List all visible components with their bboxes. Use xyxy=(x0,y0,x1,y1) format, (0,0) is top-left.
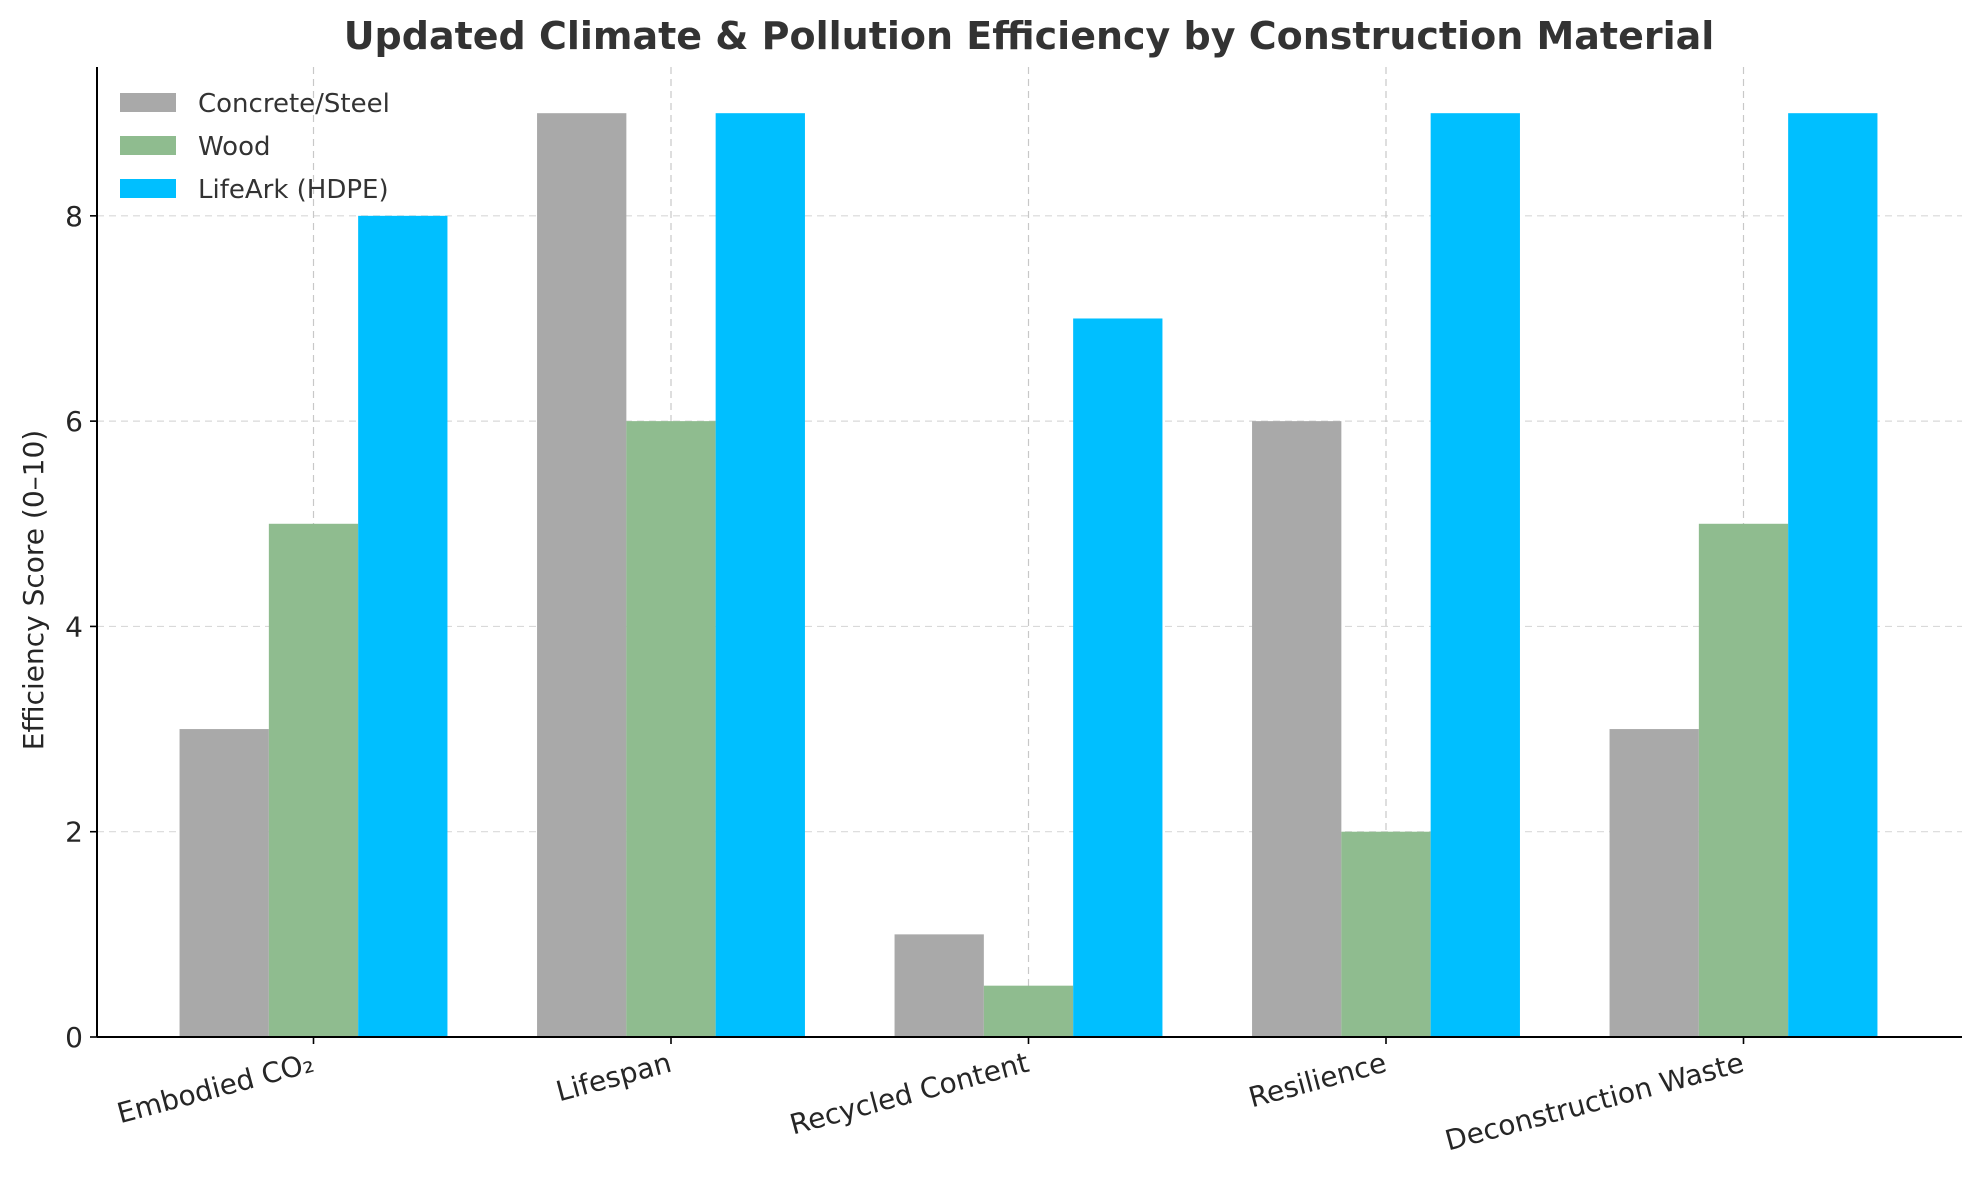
y-tick-label: 4 xyxy=(65,610,83,643)
legend-label: Concrete/Steel xyxy=(198,89,390,119)
legend-label: Wood xyxy=(198,132,271,162)
legend: Concrete/Steel Wood LifeArk (HDPE) xyxy=(120,89,390,205)
legend-swatch xyxy=(120,93,176,112)
bar xyxy=(179,729,269,1037)
legend-label: LifeArk (HDPE) xyxy=(198,175,389,205)
bar xyxy=(1252,421,1342,1038)
bar xyxy=(537,113,627,1037)
bar-series-group xyxy=(179,113,1878,1038)
bar xyxy=(1073,318,1163,1038)
axes xyxy=(96,67,1962,1038)
y-axis-ticks: 0 2 4 6 8 xyxy=(65,200,97,1054)
x-tick-label: Embodied CO₂ xyxy=(114,1046,318,1130)
bar xyxy=(1609,729,1699,1037)
bar xyxy=(1788,113,1878,1037)
y-tick-label: 8 xyxy=(65,200,83,233)
bar xyxy=(358,215,448,1037)
bar xyxy=(894,934,984,1037)
x-axis-ticks: Embodied CO₂ Lifespan Recycled Content Resi… xyxy=(114,1037,1748,1158)
y-axis-label: Efficiency Score (0–10) xyxy=(17,430,50,750)
bar xyxy=(1698,523,1789,1037)
x-tick-label: Recycled Content xyxy=(786,1046,1032,1142)
y-tick-label: 0 xyxy=(65,1021,83,1054)
x-tick-label: Lifespan xyxy=(553,1046,675,1108)
y-tick-label: 2 xyxy=(65,816,83,849)
y-tick-label: 6 xyxy=(65,405,83,438)
bar xyxy=(626,421,716,1038)
bar xyxy=(1341,831,1431,1037)
legend-swatch xyxy=(120,136,176,155)
chart-title: Updated Climate & Pollution Efficiency b… xyxy=(344,14,1715,58)
bar xyxy=(715,113,805,1037)
x-tick-label: Deconstruction Waste xyxy=(1442,1046,1748,1158)
bar xyxy=(983,985,1074,1037)
bar xyxy=(268,523,359,1037)
legend-swatch xyxy=(120,179,176,198)
bar xyxy=(1430,113,1520,1037)
x-tick-label: Resilience xyxy=(1245,1046,1390,1114)
